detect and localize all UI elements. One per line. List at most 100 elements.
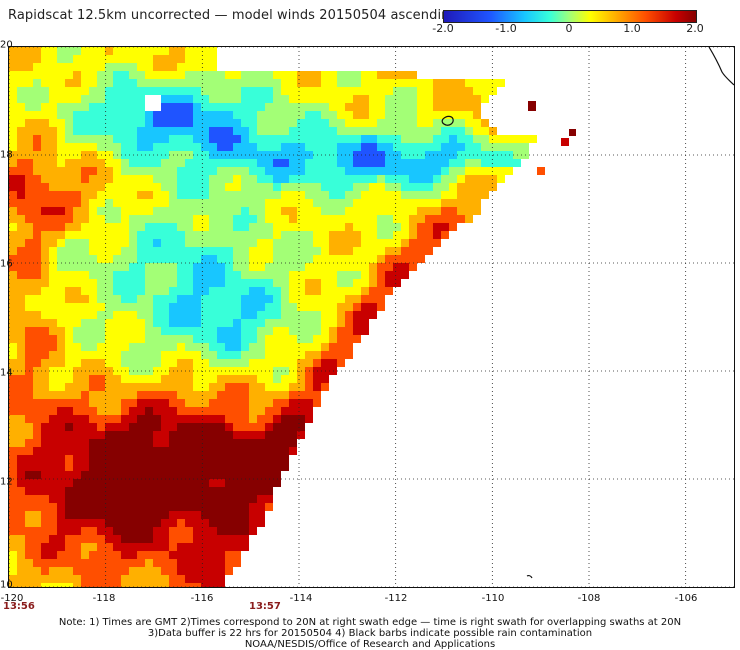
wind-cell — [41, 183, 49, 191]
wind-cell — [465, 199, 473, 207]
wind-cell — [305, 119, 313, 127]
wind-cell — [97, 399, 105, 407]
wind-cell — [185, 447, 193, 455]
wind-cell — [449, 87, 457, 95]
wind-cell — [289, 79, 297, 87]
wind-cell — [161, 239, 169, 247]
wind-cell — [25, 359, 33, 367]
wind-cell — [73, 111, 81, 119]
wind-cell — [345, 247, 353, 255]
wind-cell — [449, 111, 457, 119]
wind-cell — [265, 327, 273, 335]
wind-cell — [137, 527, 145, 535]
wind-cell — [41, 159, 49, 167]
wind-cell — [185, 247, 193, 255]
wind-cell — [489, 143, 497, 151]
wind-cell — [337, 111, 345, 119]
colorbar — [443, 10, 697, 23]
wind-cell — [433, 175, 441, 183]
wind-cell — [353, 183, 361, 191]
wind-cell — [265, 399, 273, 407]
wind-cell — [113, 399, 121, 407]
wind-cell — [377, 287, 385, 295]
wind-cell — [305, 127, 313, 135]
wind-cell — [33, 79, 41, 87]
wind-cell — [225, 295, 233, 303]
wind-cell — [185, 103, 193, 111]
wind-cell — [81, 207, 89, 215]
wind-cell — [337, 359, 345, 367]
wind-cell — [97, 255, 105, 263]
wind-cell — [33, 255, 41, 263]
wind-cell — [233, 551, 241, 559]
wind-cell — [89, 71, 97, 79]
wind-cell — [305, 327, 313, 335]
wind-cell — [257, 495, 265, 503]
wind-cell — [89, 183, 97, 191]
wind-cell — [33, 135, 41, 143]
wind-cell — [145, 519, 153, 527]
wind-cell — [305, 215, 313, 223]
wind-cell — [337, 159, 345, 167]
wind-cell — [473, 183, 481, 191]
wind-cell — [385, 247, 393, 255]
wind-cell — [145, 335, 153, 343]
wind-cell — [217, 175, 225, 183]
wind-cell — [233, 199, 241, 207]
wind-cell — [209, 255, 217, 263]
wind-cell — [105, 263, 113, 271]
wind-cell — [201, 559, 209, 567]
wind-cell — [385, 175, 393, 183]
wind-cell — [457, 215, 465, 223]
wind-cell — [41, 143, 49, 151]
wind-cell — [441, 207, 449, 215]
wind-cell — [289, 223, 297, 231]
wind-cell — [105, 63, 113, 71]
wind-cell — [65, 567, 73, 575]
wind-cell — [89, 95, 97, 103]
wind-cell — [105, 287, 113, 295]
wind-cell — [105, 271, 113, 279]
wind-cell — [81, 495, 89, 503]
wind-cell — [249, 463, 257, 471]
wind-cell — [177, 175, 185, 183]
wind-cell — [201, 423, 209, 431]
wind-cell — [193, 95, 201, 103]
wind-cell — [185, 287, 193, 295]
wind-cell — [185, 239, 193, 247]
wind-cell — [193, 583, 201, 587]
wind-cell — [185, 583, 193, 587]
wind-cell — [417, 191, 425, 199]
wind-cell — [185, 567, 193, 575]
wind-cell — [113, 343, 121, 351]
wind-cell — [9, 407, 17, 415]
wind-cell — [105, 191, 113, 199]
wind-cell — [113, 111, 121, 119]
wind-cell — [209, 119, 217, 127]
wind-cell — [457, 143, 465, 151]
wind-cell — [57, 295, 65, 303]
wind-cell — [97, 567, 105, 575]
wind-cell — [49, 271, 57, 279]
wind-cell — [153, 135, 161, 143]
wind-cell — [393, 143, 401, 151]
wind-cell — [177, 319, 185, 327]
wind-cell — [313, 175, 321, 183]
wind-cell — [209, 199, 217, 207]
wind-cell — [137, 327, 145, 335]
wind-cell — [65, 327, 73, 335]
wind-cell — [281, 335, 289, 343]
wind-cell — [17, 399, 25, 407]
wind-cell — [393, 223, 401, 231]
wind-cell — [329, 71, 337, 79]
wind-cell — [209, 487, 217, 495]
wind-cell — [273, 207, 281, 215]
wind-cell — [353, 95, 361, 103]
wind-cell — [169, 415, 177, 423]
wind-cell — [73, 487, 81, 495]
wind-cell — [57, 543, 65, 551]
wind-cell — [337, 79, 345, 87]
wind-cell — [65, 223, 73, 231]
wind-cell — [113, 103, 121, 111]
wind-cell — [105, 415, 113, 423]
